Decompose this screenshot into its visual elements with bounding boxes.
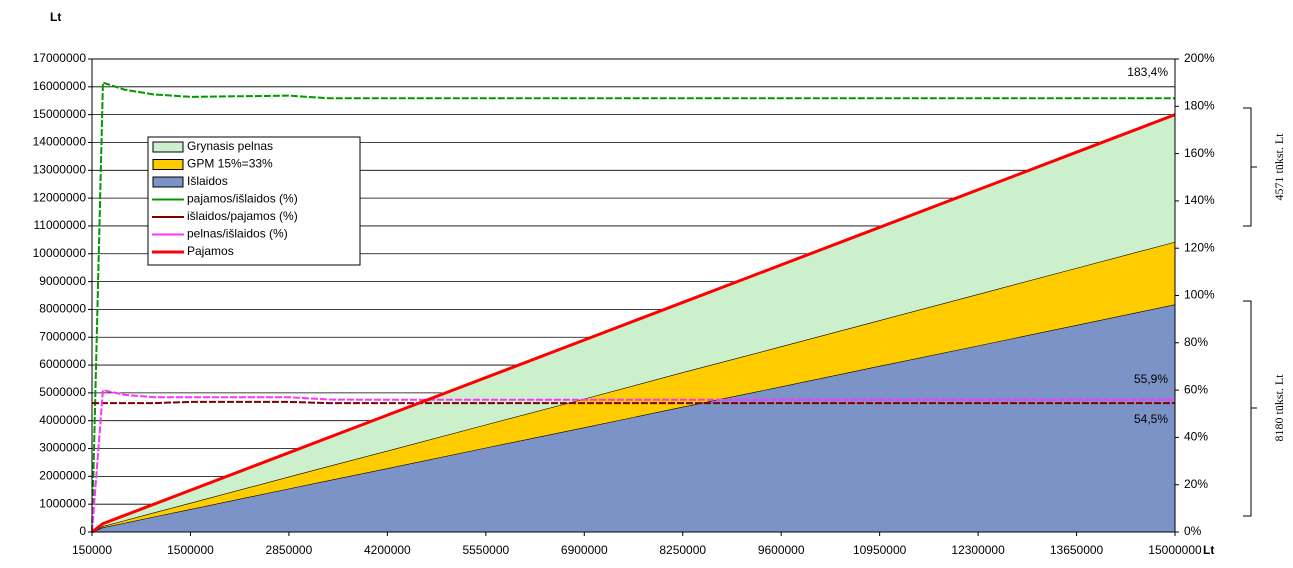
x-tick-label: 4200000 bbox=[364, 543, 411, 557]
y2-tick-label: 140% bbox=[1184, 193, 1215, 207]
x-tick-label: 150000 bbox=[72, 543, 112, 557]
y-tick-label: 16000000 bbox=[33, 79, 87, 93]
area bbox=[92, 241, 1175, 532]
x-tick-label: 6900000 bbox=[561, 543, 608, 557]
y-tick-label: 13000000 bbox=[33, 162, 87, 176]
x-tick-label: 1500000 bbox=[167, 543, 214, 557]
x-tick-label: 15000000 bbox=[1148, 543, 1202, 557]
y2-tick-label: 160% bbox=[1184, 146, 1215, 160]
x-tick-label: 12300000 bbox=[951, 543, 1005, 557]
x-tick-label: 9600000 bbox=[758, 543, 805, 557]
y-tick-label: 4000000 bbox=[39, 413, 86, 427]
y-tick-label: 7000000 bbox=[39, 329, 86, 343]
y-tick-label: 0 bbox=[79, 524, 86, 538]
lines bbox=[91, 81, 1176, 534]
annotation: 54,5% bbox=[1134, 412, 1168, 426]
y-tick-label: 2000000 bbox=[39, 469, 86, 483]
y-tick-label: 14000000 bbox=[33, 135, 87, 149]
legend-swatch bbox=[152, 141, 184, 153]
y2-tick-label: 180% bbox=[1184, 98, 1215, 112]
y-tick-label: 6000000 bbox=[39, 357, 86, 371]
legend-swatch bbox=[152, 176, 184, 188]
y2-tick-label: 80% bbox=[1184, 335, 1208, 349]
annotation: 55,9% bbox=[1134, 372, 1168, 386]
y2-tick-label: 100% bbox=[1184, 288, 1215, 302]
y-tick-label: 17000000 bbox=[33, 51, 87, 65]
legend-label: Grynasis pelnas bbox=[187, 139, 273, 153]
x-tick-label: 5550000 bbox=[462, 543, 509, 557]
annotation: 8180 tūkst. Lt bbox=[1272, 374, 1286, 442]
line bbox=[91, 81, 1175, 533]
y-tick-label: 5000000 bbox=[39, 385, 86, 399]
y-tick-label: 11000000 bbox=[34, 218, 87, 232]
y-tick-label: 9000000 bbox=[39, 274, 86, 288]
legend-box bbox=[147, 136, 361, 266]
y-tick-label: 12000000 bbox=[33, 190, 87, 204]
legend: Grynasis pelnas GPM 15%=33% Išlaidos pajamo… bbox=[147, 136, 361, 266]
y2-tick-label: 60% bbox=[1184, 382, 1208, 396]
x-tick-label: 2850000 bbox=[266, 543, 313, 557]
annotation: 4571 tūkst. Lt bbox=[1272, 133, 1286, 201]
legend-label: pelnas/išlaidos (%) bbox=[187, 227, 288, 241]
y-axis-label: Lt bbox=[50, 10, 61, 24]
y2-tick-label: 40% bbox=[1184, 430, 1208, 444]
line bbox=[91, 388, 1175, 533]
x-tick-label: 10950000 bbox=[853, 543, 907, 557]
y2-tick-label: 120% bbox=[1184, 240, 1215, 254]
y-tick-label: 3000000 bbox=[39, 441, 86, 455]
y2-tick-label: 0% bbox=[1184, 524, 1202, 538]
x-tick-label: 8250000 bbox=[659, 543, 706, 557]
plot-frame bbox=[91, 58, 1176, 533]
y2-tick-label: 200% bbox=[1184, 51, 1215, 65]
legend-label: pajamos/išlaidos (%) bbox=[187, 192, 298, 206]
y-tick-label: 15000000 bbox=[33, 107, 87, 121]
y2-tick-label: 20% bbox=[1184, 477, 1208, 491]
bracket bbox=[1243, 107, 1257, 227]
legend-label: Pajamos bbox=[187, 244, 234, 258]
x-tick-label: 13650000 bbox=[1050, 543, 1104, 557]
legend-label: Išlaidos bbox=[187, 174, 228, 188]
x-axis-label: Lt bbox=[1203, 543, 1214, 557]
bracket bbox=[1243, 300, 1257, 517]
y-tick-label: 8000000 bbox=[39, 302, 86, 316]
annotation: 183,4% bbox=[1127, 65, 1168, 79]
line bbox=[91, 113, 1176, 534]
line bbox=[92, 400, 1175, 405]
y-tick-label: 1000000 bbox=[39, 496, 86, 510]
legend-label: GPM 15%=33% bbox=[187, 157, 273, 171]
y-tick-label: 10000000 bbox=[33, 246, 87, 260]
legend-swatch bbox=[152, 159, 184, 170]
legend-label: išlaidos/pajamos (%) bbox=[187, 209, 298, 223]
